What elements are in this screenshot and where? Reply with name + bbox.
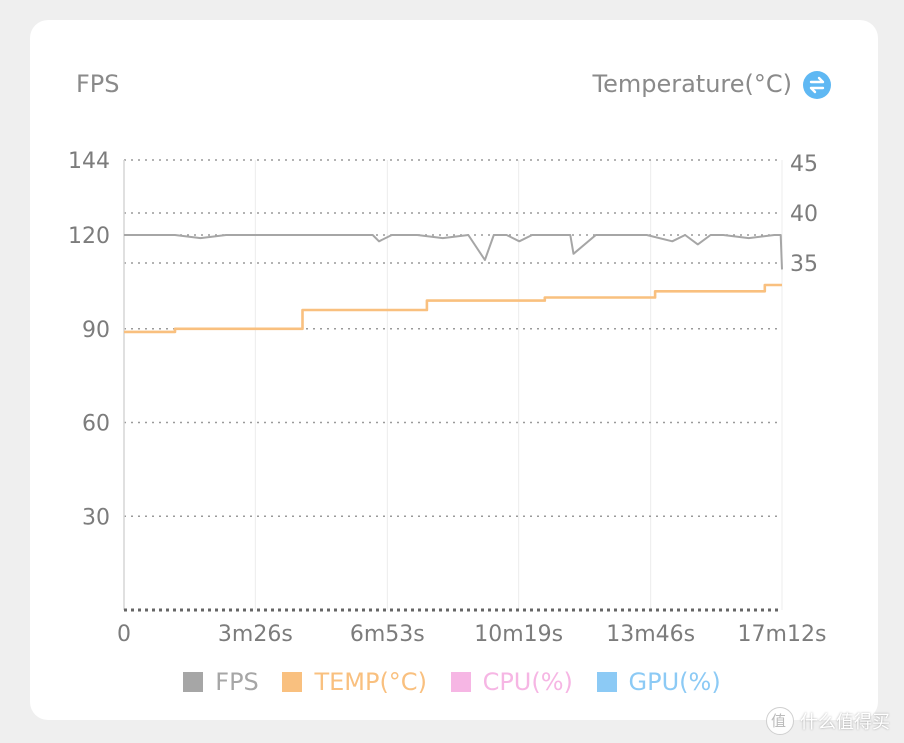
x-tick-label-1: 3m26s [218, 622, 293, 647]
fps-axis-title: FPS [76, 70, 120, 98]
x-tick-label-5: 17m12s [738, 622, 827, 647]
legend-swatch-gpu [596, 672, 617, 692]
y-left-tick-label-3: 120 [68, 224, 110, 249]
legend-item-temp[interactable]: TEMP(°C) [282, 668, 427, 696]
y-left-tick-label-4: 144 [68, 149, 110, 174]
smzdm-logo-icon [766, 707, 794, 735]
legend-label-temp: TEMP(°C) [314, 668, 427, 696]
y-left-tick-label-1: 60 [82, 412, 110, 437]
legend-swatch-cpu [450, 672, 471, 692]
chart-card [30, 20, 878, 720]
x-tick-label-0: 0 [117, 622, 131, 647]
legend-label-gpu: GPU(%) [628, 668, 721, 696]
x-tick-label-2: 6m53s [350, 622, 425, 647]
legend-item-gpu[interactable]: GPU(%) [596, 668, 721, 696]
series-line-temp [124, 283, 782, 334]
legend-swatch-temp [282, 672, 303, 692]
legend-item-fps[interactable]: FPS [183, 668, 259, 696]
y-left-tick-label-2: 90 [82, 318, 110, 343]
watermark-text: 什么值得买 [800, 712, 890, 733]
series-line-fps [124, 234, 783, 270]
legend-label-fps: FPS [215, 668, 259, 696]
legend-swatch-fps [183, 672, 204, 692]
legend-label-cpu: CPU(%) [482, 668, 573, 696]
temperature-axis-title: Temperature(°C) [592, 70, 792, 98]
y-right-tick-label-0: 35 [790, 252, 818, 277]
x-tick-label-4: 13m46s [606, 622, 695, 647]
y-right-tick-label-2: 45 [790, 152, 818, 177]
watermark: 什么值得买 [766, 707, 890, 735]
legend-item-cpu[interactable]: CPU(%) [450, 668, 573, 696]
swap-arrows-icon[interactable] [803, 71, 831, 99]
y-right-tick-label-1: 40 [790, 202, 818, 227]
y-left-tick-label-0: 30 [82, 505, 110, 530]
x-tick-label-3: 10m19s [474, 622, 563, 647]
swap-arrows-glyph [809, 76, 825, 94]
chart-legend: FPS TEMP(°C) CPU(%) GPU(%) [0, 668, 904, 696]
